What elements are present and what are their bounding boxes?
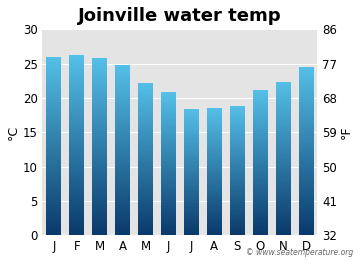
Bar	[276, 82, 291, 235]
Bar	[253, 90, 267, 235]
Bar	[207, 108, 222, 235]
Bar	[161, 92, 176, 235]
Bar	[184, 109, 199, 235]
Bar	[69, 55, 84, 235]
Bar	[298, 67, 314, 235]
Bar	[138, 83, 153, 235]
Bar	[46, 57, 61, 235]
Title: Joinville water temp: Joinville water temp	[78, 7, 282, 25]
Text: © www.seatemperature.org: © www.seatemperature.org	[246, 248, 353, 257]
Bar	[92, 58, 107, 235]
Y-axis label: °C: °C	[7, 125, 20, 140]
Y-axis label: °F: °F	[340, 126, 353, 139]
Bar	[230, 106, 245, 235]
Bar	[115, 65, 130, 235]
